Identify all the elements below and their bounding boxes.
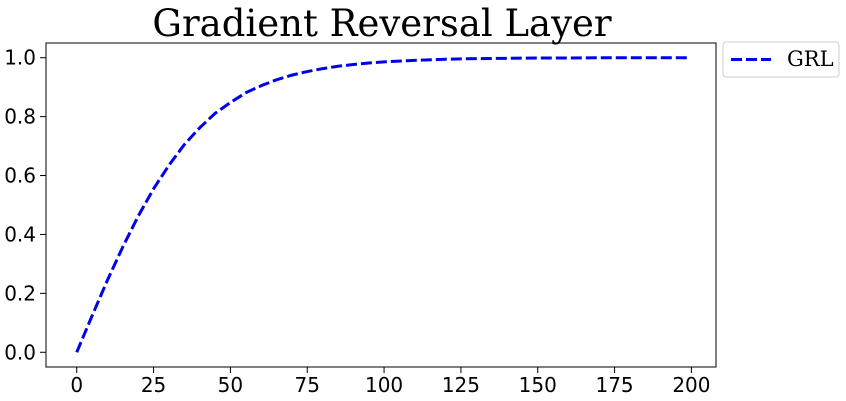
legend-label-grl: GRL: [787, 47, 834, 71]
series-layer: [75, 56, 689, 353]
series-line-grl: [75, 56, 689, 353]
x-tick-label: 175: [595, 373, 633, 397]
y-tick-label: 0.0: [4, 340, 36, 364]
x-tick-label: 125: [442, 373, 480, 397]
y-tick-label: 0.4: [4, 222, 36, 246]
x-tick-label: 150: [519, 373, 557, 397]
y-tick-label: 0.2: [4, 281, 36, 305]
axes: 0 25 50 75 100 125 150 175 200 0.0 0.2 0.4 0.6 0.8 1.0: [4, 42, 717, 397]
x-tick-label: 25: [141, 373, 166, 397]
legend-frame: [722, 41, 840, 78]
chart-title: Gradient Reversal Layer: [152, 2, 611, 45]
y-tick-label: 0.6: [4, 164, 36, 188]
x-tick-label: 200: [672, 373, 710, 397]
x-tick-label: 50: [218, 373, 243, 397]
y-tick-label: 1.0: [4, 46, 36, 70]
plot-area-frame: [45, 42, 717, 368]
x-tick-label: 0: [70, 373, 83, 397]
legend: GRL: [722, 41, 840, 78]
y-tick-label: 0.8: [4, 105, 36, 129]
x-tick-label: 100: [365, 373, 403, 397]
x-tick-label: 75: [295, 373, 320, 397]
